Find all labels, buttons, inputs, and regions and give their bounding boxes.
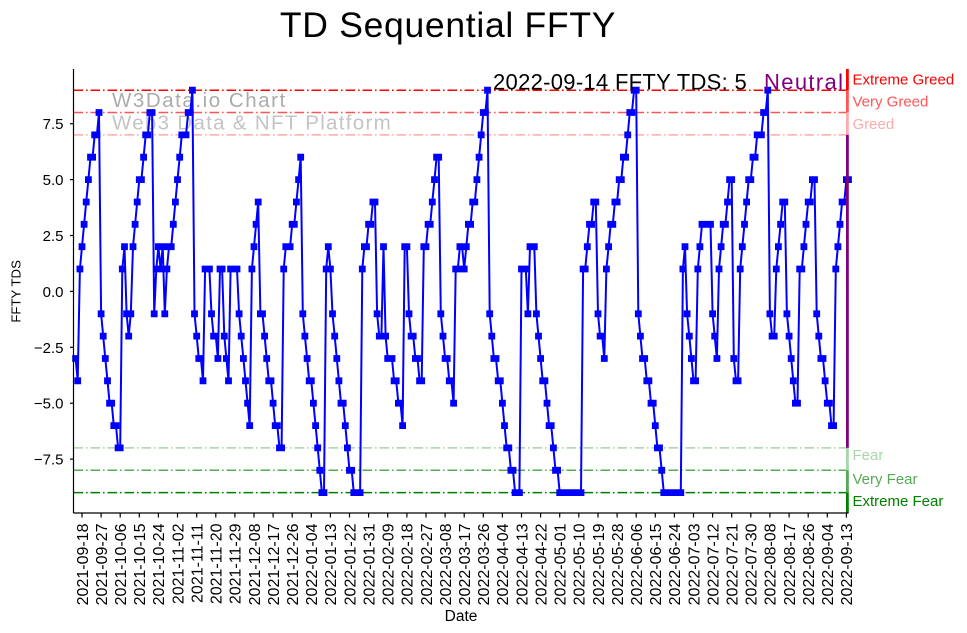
svg-text:2022-01-31: 2022-01-31: [361, 523, 378, 605]
svg-text:2022-03-26: 2022-03-26: [476, 523, 493, 605]
svg-text:7.5: 7.5: [43, 116, 64, 133]
svg-text:2021-12-26: 2021-12-26: [285, 523, 302, 605]
svg-text:2021-12-17: 2021-12-17: [266, 523, 283, 605]
svg-text:2021-09-27: 2021-09-27: [94, 523, 111, 605]
svg-text:2021-09-18: 2021-09-18: [75, 523, 92, 605]
svg-text:0.0: 0.0: [43, 284, 64, 301]
svg-text:Very Greed: Very Greed: [853, 94, 929, 111]
svg-text:2022-07-21: 2022-07-21: [725, 523, 742, 605]
svg-text:Greed: Greed: [853, 116, 895, 133]
svg-text:2021-11-11: 2021-11-11: [190, 523, 207, 603]
svg-text:2022-06-24: 2022-06-24: [667, 523, 684, 605]
svg-text:2022-04-13: 2022-04-13: [514, 523, 531, 605]
svg-text:2022-09-13: 2022-09-13: [839, 523, 856, 605]
svg-text:2022-06-15: 2022-06-15: [648, 523, 665, 605]
svg-text:−2.5: −2.5: [34, 340, 64, 357]
svg-text:2022-05-10: 2022-05-10: [572, 523, 589, 605]
svg-text:2021-11-29: 2021-11-29: [228, 523, 245, 604]
svg-text:2022-03-08: 2022-03-08: [438, 523, 455, 605]
svg-text:5.0: 5.0: [43, 172, 64, 189]
svg-text:2.5: 2.5: [43, 228, 64, 245]
svg-text:FFTY TDS: FFTY TDS: [9, 260, 24, 323]
svg-text:2022-04-04: 2022-04-04: [495, 523, 512, 605]
svg-text:2021-10-15: 2021-10-15: [132, 523, 149, 605]
svg-text:2022-05-01: 2022-05-01: [553, 523, 570, 605]
svg-text:2022-09-14 FFTY TDS: 5: 2022-09-14 FFTY TDS: 5: [493, 70, 747, 95]
svg-text:2022-01-04: 2022-01-04: [304, 523, 321, 605]
svg-text:2021-11-20: 2021-11-20: [209, 523, 226, 604]
svg-text:2022-08-26: 2022-08-26: [801, 523, 818, 605]
svg-text:−7.5: −7.5: [34, 452, 64, 469]
svg-text:2022-01-13: 2022-01-13: [323, 523, 340, 605]
svg-text:2022-08-08: 2022-08-08: [763, 523, 780, 605]
svg-text:Fear: Fear: [853, 447, 884, 464]
svg-text:2022-03-17: 2022-03-17: [457, 523, 474, 605]
svg-text:W3Data.io Chart: W3Data.io Chart: [112, 89, 287, 112]
svg-text:Neutral: Neutral: [764, 70, 844, 95]
svg-text:2022-07-03: 2022-07-03: [686, 523, 703, 605]
svg-text:2022-07-30: 2022-07-30: [744, 523, 761, 605]
svg-text:2022-05-28: 2022-05-28: [610, 523, 627, 605]
svg-text:2022-02-27: 2022-02-27: [419, 523, 436, 605]
svg-text:2022-09-04: 2022-09-04: [820, 523, 837, 605]
svg-text:2022-01-22: 2022-01-22: [342, 523, 359, 605]
svg-text:2021-10-24: 2021-10-24: [151, 523, 168, 605]
svg-text:2022-04-22: 2022-04-22: [533, 523, 550, 605]
svg-text:−5.0: −5.0: [34, 396, 64, 413]
svg-text:Extreme Fear: Extreme Fear: [853, 493, 944, 510]
svg-text:2022-08-17: 2022-08-17: [782, 523, 799, 605]
svg-text:2021-11-02: 2021-11-02: [170, 523, 187, 604]
svg-text:2021-10-06: 2021-10-06: [113, 523, 130, 605]
svg-text:Very Fear: Very Fear: [853, 471, 918, 488]
svg-text:2022-02-18: 2022-02-18: [400, 523, 417, 605]
svg-text:Web3 Data & NFT Platform: Web3 Data & NFT Platform: [112, 112, 392, 135]
svg-text:2021-12-08: 2021-12-08: [247, 523, 264, 605]
svg-text:Extreme Greed: Extreme Greed: [853, 71, 955, 88]
svg-text:2022-07-12: 2022-07-12: [705, 523, 722, 605]
svg-text:2022-06-06: 2022-06-06: [629, 523, 646, 605]
svg-text:2022-05-19: 2022-05-19: [591, 523, 608, 605]
svg-text:TD Sequential FFTY: TD Sequential FFTY: [280, 5, 616, 45]
svg-text:2022-02-09: 2022-02-09: [381, 523, 398, 605]
svg-text:Date: Date: [445, 608, 478, 625]
